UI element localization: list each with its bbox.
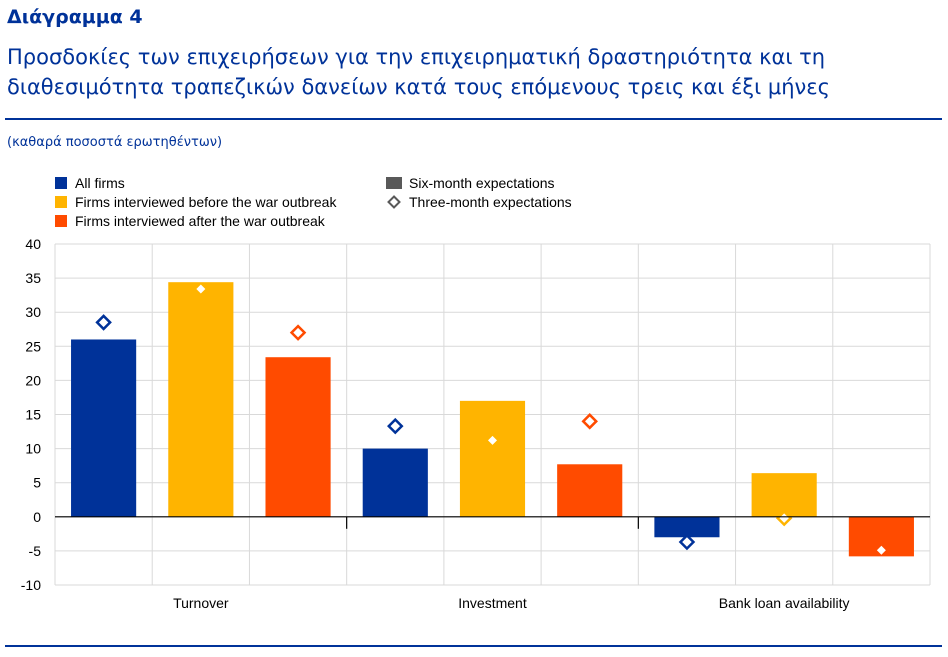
y-tick-label: 25 [25, 338, 41, 354]
legend-label: All firms [75, 175, 125, 191]
x-category-label: Investment [458, 595, 527, 611]
three-month-diamond [678, 533, 696, 551]
chart-label: Διάγραμμα 4 [7, 6, 143, 28]
three-month-diamond [289, 324, 307, 341]
three-month-diamond [196, 284, 206, 294]
legend-swatch [55, 177, 67, 189]
bar [265, 357, 331, 517]
legend-swatch [55, 196, 67, 208]
bar [168, 282, 234, 517]
three-month-diamond [581, 413, 598, 430]
chart-title: Προσδοκίες των επιχειρήσεων για την επιχ… [7, 45, 830, 99]
y-tick-label: 20 [25, 372, 41, 388]
y-tick-label: 35 [25, 270, 41, 286]
legend-swatch [55, 215, 67, 227]
legend-label: Six-month expectations [409, 175, 555, 191]
bar-series [71, 282, 914, 557]
legend-label: Firms interviewed after the war outbreak [75, 213, 326, 229]
legend: All firms Firms interviewed before the wa… [55, 175, 572, 229]
x-category-label: Bank loan availability [719, 595, 850, 611]
legend-label: Firms interviewed before the war outbrea… [75, 194, 337, 210]
unit-note: (καθαρά ποσοστά ερωτηθέντων) [7, 135, 223, 150]
y-tick-label: -5 [29, 543, 42, 559]
three-month-diamond [95, 314, 112, 331]
bar [459, 400, 526, 517]
bar [362, 448, 428, 517]
legend-label: Three-month expectations [409, 194, 572, 210]
bar [71, 339, 137, 517]
three-month-diamond [775, 509, 793, 527]
top-divider [5, 118, 942, 120]
x-category-label: Turnover [173, 595, 229, 611]
three-month-diamond [876, 545, 886, 555]
diamond-markers [95, 284, 886, 555]
y-tick-label: 15 [25, 407, 41, 423]
y-tick-label: 10 [25, 441, 41, 457]
bar [557, 464, 623, 517]
bar [654, 516, 720, 538]
y-tick-label: 5 [33, 475, 41, 491]
y-tick-label: 0 [33, 509, 41, 525]
legend-square-marker [386, 177, 402, 189]
x-axis: Turnover Investment Bank loan availability [55, 516, 930, 611]
bottom-divider [5, 645, 942, 647]
y-tick-label: 40 [25, 236, 41, 252]
three-month-diamond [488, 435, 497, 445]
y-axis: -10 -5 0 5 10 15 20 25 30 35 40 [21, 236, 41, 593]
bar [751, 473, 817, 517]
y-tick-label: -10 [21, 577, 41, 593]
y-tick-label: 30 [25, 304, 41, 320]
three-month-diamond [387, 417, 404, 435]
legend-diamond-marker [387, 195, 401, 209]
